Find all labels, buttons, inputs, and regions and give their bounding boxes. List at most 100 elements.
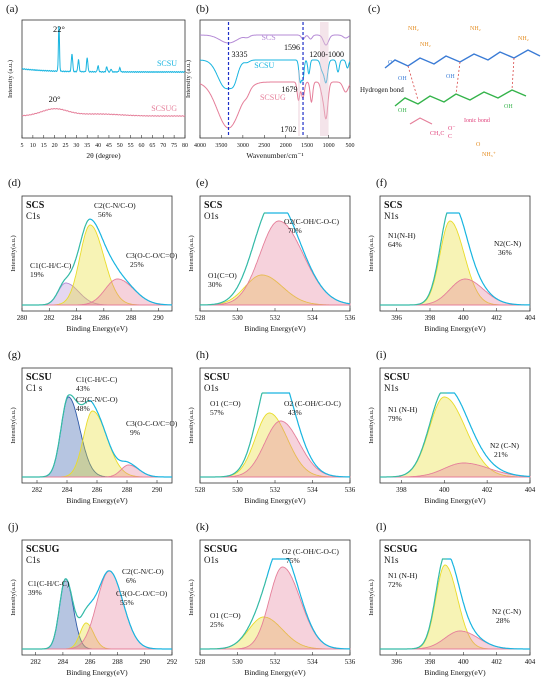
xps-component-percent: 79% bbox=[388, 414, 402, 423]
xps-component-percent: 6% bbox=[126, 576, 136, 585]
xps-component-percent: 25% bbox=[130, 260, 144, 269]
xps-tick-label: 532 bbox=[270, 314, 281, 322]
xps-tick-label: 286 bbox=[99, 314, 110, 322]
xps-sample-label: SCSUG bbox=[384, 544, 418, 555]
xrd-tick-label: 55 bbox=[128, 143, 134, 149]
xps-raw-line bbox=[380, 558, 447, 650]
xps-ylabel: Intensity(a.u.) bbox=[368, 407, 375, 443]
ftir-tick-label: 3000 bbox=[237, 143, 249, 149]
xps-xlabel: Binding Energy(eV) bbox=[66, 496, 128, 505]
structure-group: NH₂ bbox=[518, 36, 529, 42]
xps-sample-label: SCSU bbox=[26, 372, 52, 383]
xps-component-label: N2(C-N) bbox=[494, 239, 522, 248]
xps-xlabel: Binding Energy(eV) bbox=[66, 324, 128, 333]
xps-component-percent: 21% bbox=[494, 450, 508, 459]
xrd-legend-scsug: SCSUG bbox=[151, 104, 177, 113]
xps-raw-line bbox=[380, 392, 447, 478]
structure-group: O bbox=[388, 60, 393, 66]
ftir-legend-scsug: SCSUG bbox=[260, 93, 286, 102]
xps-component-label: O1 (C=O) bbox=[210, 611, 241, 620]
xrd-tick-label: 30 bbox=[73, 143, 79, 149]
ftir-annot-1679: 1679 bbox=[281, 85, 297, 94]
xrd-tick-label: 35 bbox=[84, 143, 90, 149]
structure-group: OH bbox=[398, 76, 407, 82]
xps-component-percent: 55% bbox=[120, 598, 134, 607]
structure-group: OH bbox=[504, 104, 513, 110]
xps-component-percent: 43% bbox=[288, 408, 302, 417]
xps-xlabel: Binding Energy(eV) bbox=[244, 324, 306, 333]
xps-component-label: C3(O-C-O/C=O) bbox=[126, 419, 178, 428]
xrd-tick-label: 60 bbox=[139, 143, 145, 149]
xps-component-percent: 25% bbox=[210, 620, 224, 629]
xrd-tick-label: 45 bbox=[106, 143, 112, 149]
xps-tick-label: 282 bbox=[32, 486, 43, 494]
xps-component-percent: 48% bbox=[76, 404, 90, 413]
ftir-band-1200-1000 bbox=[320, 22, 329, 136]
xps-tick-label: 532 bbox=[270, 486, 281, 494]
xps-tick-label: 530 bbox=[232, 314, 243, 322]
xps-tick-label: 288 bbox=[112, 658, 123, 666]
xrd-tick-label: 15 bbox=[41, 143, 47, 149]
panel-label: (f) bbox=[376, 177, 387, 189]
xps-raw-line bbox=[199, 212, 267, 306]
xps-tick-label: 398 bbox=[425, 658, 436, 666]
ftir-curve-scs bbox=[200, 34, 351, 46]
xps-tick-label: 290 bbox=[153, 314, 164, 322]
ftir-legend-scsu: SCSU bbox=[254, 61, 274, 70]
xps-tick-label: 290 bbox=[152, 486, 163, 494]
structure-group: NH₃⁺ bbox=[482, 152, 496, 158]
xps-tick-label: 396 bbox=[391, 658, 402, 666]
ftir-curve-scsug bbox=[199, 81, 351, 129]
xps-component-label: C1(C-H/C-C) bbox=[30, 261, 72, 270]
xps-xlabel: Binding Energy(eV) bbox=[424, 668, 486, 677]
ftir-annot-3335: 3335 bbox=[232, 50, 248, 59]
xps-component-percent: 36% bbox=[498, 248, 512, 257]
ftir-ylabel: Intensity (a.u.) bbox=[185, 60, 192, 98]
ftir-annot-1702: 1702 bbox=[280, 125, 296, 134]
xps-core-label: C1s bbox=[26, 555, 41, 565]
xps-tick-label: 534 bbox=[307, 486, 318, 494]
xrd-tick-label: 5 bbox=[21, 143, 24, 149]
xps-tick-label: 398 bbox=[425, 314, 436, 322]
xrd-tick-label: 20 bbox=[52, 143, 58, 149]
ftir-legend-scs: SCS bbox=[261, 33, 275, 42]
xps-tick-label: 286 bbox=[92, 486, 103, 494]
xrd-tick-label: 25 bbox=[62, 143, 68, 149]
xps-component-label: N1 (N-H) bbox=[388, 405, 418, 414]
ftir-tick-label: 2000 bbox=[280, 143, 292, 149]
ftir-tick-label: 2500 bbox=[258, 143, 270, 149]
xps-tick-label: 284 bbox=[62, 486, 73, 494]
xps-component-percent: 75% bbox=[286, 556, 300, 565]
xps-component-label: C2(C-N/C-O) bbox=[94, 201, 136, 210]
xps-tick-label: 404 bbox=[525, 658, 536, 666]
xps-ylabel: Intensity(a.u.) bbox=[188, 407, 195, 443]
xps-component-peak bbox=[380, 462, 531, 478]
xps-component-label: C3(O-C-O/C=O) bbox=[116, 589, 168, 598]
xps-component-label: C3(O-C-O/C=O) bbox=[126, 251, 178, 260]
xps-tick-label: 280 bbox=[17, 314, 28, 322]
ionic-bond-label: Ionic bond bbox=[464, 118, 490, 124]
xps-tick-label: 402 bbox=[491, 658, 502, 666]
structure-group: CH₂C bbox=[430, 131, 444, 137]
xps-frame bbox=[21, 539, 173, 656]
ftir-tick-label: 3500 bbox=[215, 143, 227, 149]
xps-component-label: N1(N-H) bbox=[388, 231, 416, 240]
xps-component-label: O2 (C-OH/C-O-C) bbox=[284, 399, 341, 408]
xps-tick-label: 400 bbox=[458, 658, 469, 666]
xps-ylabel: Intensity(a.u.) bbox=[10, 579, 17, 615]
xrd-tick-label: 10 bbox=[30, 143, 36, 149]
xps-component-percent: 39% bbox=[28, 588, 42, 597]
xps-xlabel: Binding Energy(eV) bbox=[244, 496, 306, 505]
xrd-tick-label: 80 bbox=[182, 143, 188, 149]
structure-group: O⁻ bbox=[448, 126, 456, 132]
panel-label: (l) bbox=[376, 521, 387, 533]
xrd-tick-label: 75 bbox=[171, 143, 177, 149]
xps-tick-label: 286 bbox=[85, 658, 96, 666]
xps-component-peak bbox=[380, 630, 530, 650]
xps-core-label: C1 s bbox=[26, 383, 43, 393]
xps-tick-label: 402 bbox=[491, 314, 502, 322]
